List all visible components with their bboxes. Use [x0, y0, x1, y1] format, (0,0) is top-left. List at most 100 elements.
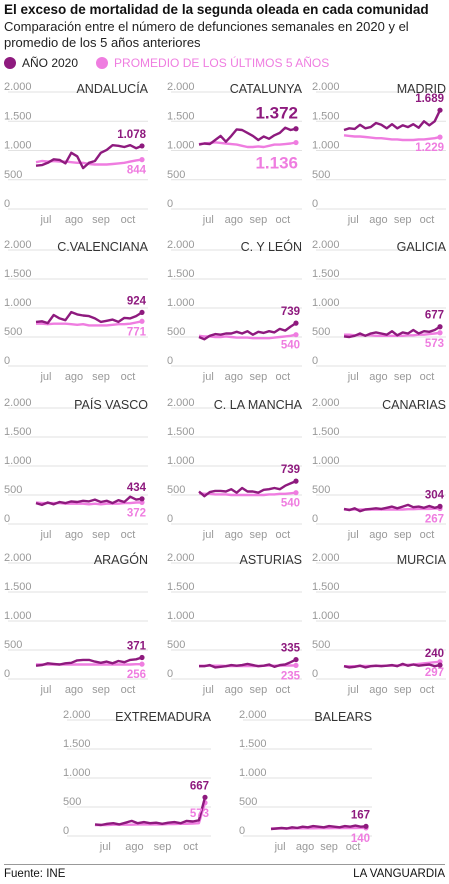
line-average [198, 491, 297, 497]
x-tick-label: oct [420, 214, 435, 226]
line-2020 [343, 662, 441, 669]
x-tick-label: ago [65, 529, 83, 541]
label-average: 540 [281, 498, 300, 510]
y-tick-label: 1.500 [4, 426, 32, 438]
line-2020 [94, 796, 207, 827]
line-2020 [198, 126, 297, 146]
y-tick-label: 1.000 [312, 610, 340, 622]
x-tick-label: sep [92, 684, 110, 696]
line-2020-end-point [139, 309, 145, 316]
y-tick-label: 0 [312, 668, 318, 680]
x-tick-label: jul [39, 214, 51, 226]
y-tick-label: 2.000 [167, 81, 195, 93]
x-tick-label: sep [320, 841, 338, 853]
line-average-end-point [293, 139, 299, 146]
y-tick-label: 0 [167, 513, 173, 525]
line-2020 [270, 824, 367, 831]
y-tick-label: 500 [4, 169, 22, 181]
x-tick-label: sep [394, 371, 412, 383]
panel-title: C. LA MANCHA [214, 398, 303, 412]
line-2020 [35, 310, 143, 325]
y-tick-label: 1.000 [167, 140, 195, 152]
label-2020: 1.372 [255, 104, 298, 123]
label-average: 771 [127, 326, 147, 338]
line-average [198, 141, 297, 149]
x-tick-label: jul [202, 684, 214, 696]
y-tick-label: 500 [4, 484, 22, 496]
x-tick-label: jul [39, 684, 51, 696]
label-2020: 1.078 [117, 129, 146, 141]
x-tick-label: oct [420, 529, 435, 541]
line-average [343, 134, 441, 142]
x-tick-label: ago [369, 684, 387, 696]
y-tick-label: 0 [4, 355, 10, 367]
y-tick-label: 2.000 [63, 709, 91, 721]
label-2020: 739 [281, 306, 300, 318]
chart-panel-canarias: 0 500 1.000 1.500 2.000 CANARIAS jul ago sep oct 3… [312, 397, 446, 541]
x-tick-label: ago [125, 841, 143, 853]
chart-panel-catalunya: 0 500 1.000 1.500 2.000 CATALUNYA jul ago sep oct… [167, 81, 303, 226]
line-average-end-point [293, 490, 299, 496]
panel-title: C.VALENCIANA [57, 240, 148, 254]
label-average: 297 [425, 667, 444, 679]
legend-item-average: PROMEDIO DE LOS ÚLTIMOS 5 AÑOS [96, 56, 329, 70]
chart-subtitle: Comparación entre el número de defuncion… [4, 19, 409, 50]
panel-title: CATALUNYA [230, 82, 303, 96]
label-2020: 304 [425, 489, 445, 501]
line-2020-end-point [293, 656, 299, 663]
line-average [198, 333, 297, 340]
label-2020: 924 [127, 295, 147, 307]
x-tick-label: oct [276, 684, 291, 696]
line-2020-end-point [202, 794, 208, 800]
y-tick-label: 0 [312, 355, 318, 367]
y-tick-label: 0 [63, 825, 69, 837]
x-tick-label: sep [249, 371, 267, 383]
line-2020 [343, 503, 441, 513]
x-tick-label: sep [92, 529, 110, 541]
y-tick-label: 2.000 [239, 709, 267, 721]
y-tick-label: 1.000 [312, 297, 340, 309]
line-2020-end-point [437, 503, 443, 509]
x-tick-label: oct [121, 371, 136, 383]
y-tick-label: 500 [312, 326, 330, 338]
label-2020: 677 [425, 310, 444, 322]
x-tick-label: oct [276, 529, 291, 541]
panel-title: MADRID [397, 82, 446, 96]
chart-panel-balears: 0 500 1.000 1.500 2.000 BALEARS jul ago sep oct 16… [239, 709, 372, 853]
panel-title: MURCIA [397, 553, 447, 567]
chart-title: El exceso de mortalidad de la segunda ol… [4, 2, 429, 17]
line-average-end-point [437, 134, 443, 140]
chart-panel-asturias: 0 500 1.000 1.500 2.000 ASTURIAS jul ago sep oct 3… [167, 552, 302, 696]
line-2020 [35, 495, 143, 507]
x-tick-label: oct [276, 371, 291, 383]
x-tick-label: ago [225, 684, 243, 696]
x-tick-label: jul [347, 529, 359, 541]
x-tick-label: oct [276, 214, 291, 226]
label-2020: 667 [190, 780, 209, 792]
panel-title: C. Y LEÓN [241, 239, 302, 254]
line-2020 [343, 109, 442, 132]
panel-title: CANARIAS [382, 398, 446, 412]
label-2020: 240 [425, 648, 444, 660]
chart-panel-andalucía: 0 500 1.000 1.500 2.000 ANDALUCÍA jul ago sep oct… [4, 81, 149, 226]
y-tick-label: 0 [167, 668, 173, 680]
label-average: 844 [127, 165, 147, 177]
y-tick-label: 2.000 [4, 239, 32, 251]
x-tick-label: sep [249, 684, 267, 696]
label-2020: 167 [351, 809, 370, 821]
x-tick-label: jul [39, 529, 51, 541]
x-tick-label: sep [92, 371, 110, 383]
label-average: 256 [127, 669, 146, 681]
line-2020 [199, 658, 297, 669]
y-tick-label: 500 [167, 169, 185, 181]
chart-panel-murcia: 0 500 1.000 1.500 2.000 MURCIA jul ago sep oct 240… [312, 552, 447, 696]
legend-label-2020: AÑO 2020 [22, 56, 79, 70]
label-average: 140 [351, 833, 370, 845]
y-tick-label: 1.500 [4, 110, 32, 122]
y-tick-label: 1.500 [312, 110, 340, 122]
label-2020: 335 [281, 643, 301, 655]
panel-title: GALICIA [397, 240, 447, 254]
x-tick-label: oct [121, 684, 136, 696]
label-average: 573 [190, 808, 209, 820]
